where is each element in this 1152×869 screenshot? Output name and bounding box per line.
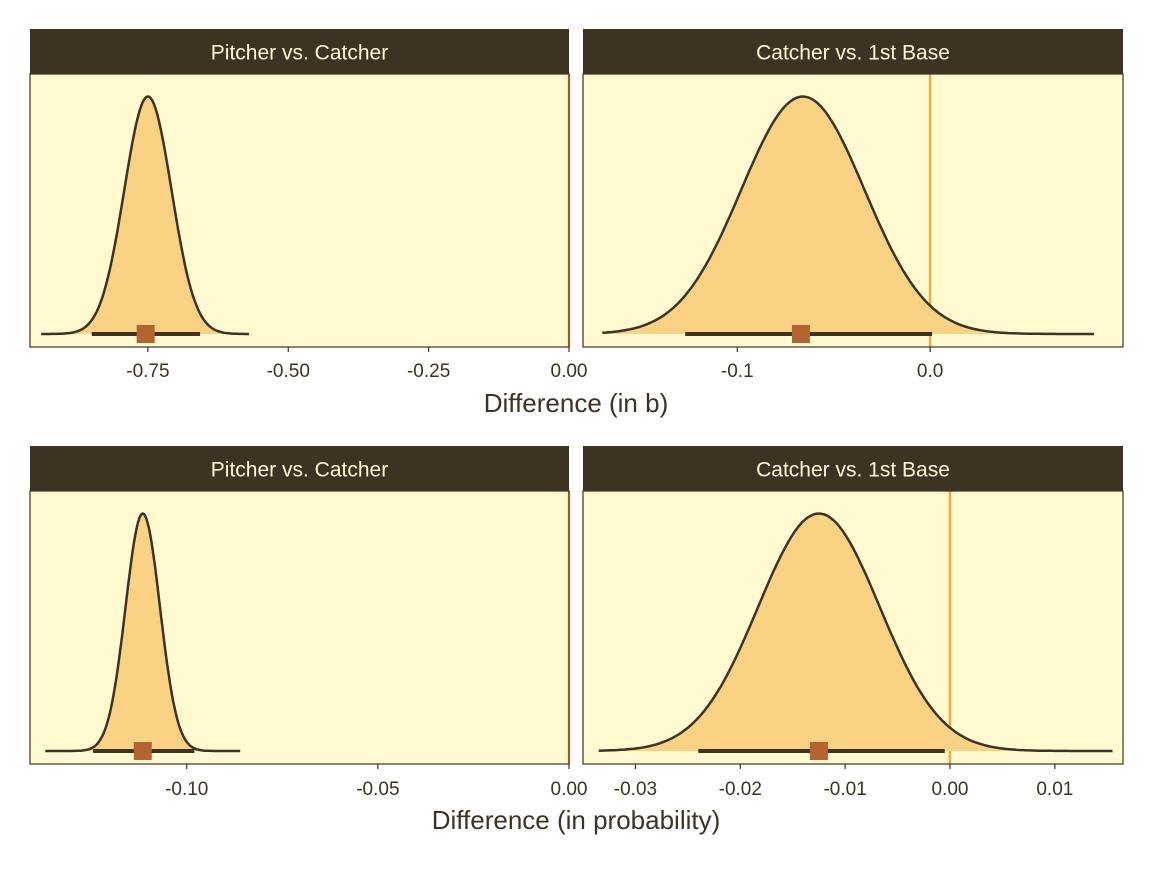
strip-header [30, 29, 569, 74]
x-tick-label: 0.01 [1036, 779, 1073, 800]
strip-title: Pitcher vs. Catcher [211, 459, 388, 482]
x-tick-label: 0.0 [917, 361, 943, 382]
x-tick-label: 0.00 [551, 361, 588, 382]
density-curve [602, 95, 1095, 336]
strip-title: Pitcher vs. Catcher [211, 42, 388, 65]
panel-border [582, 73, 1124, 348]
strip-title: Catcher vs. 1st Base [756, 42, 950, 65]
x-tick-label: -0.10 [165, 779, 208, 800]
strip-header [583, 29, 1123, 74]
density-area [602, 96, 1095, 334]
panel-border [582, 490, 1124, 765]
x-axis-label-bottom: Difference (in probability) [432, 805, 721, 835]
strip-title: Catcher vs. 1st Base [756, 459, 950, 482]
point-estimate [136, 325, 155, 343]
x-axis-label-top: Difference (in b) [484, 388, 669, 418]
x-tick-label: -0.05 [356, 779, 399, 800]
x-tick-label: -0.02 [719, 779, 762, 800]
x-tick-label: -0.1 [721, 361, 754, 382]
x-tick-label: -0.25 [407, 361, 450, 382]
x-tick-label: 0.00 [551, 779, 588, 800]
panel-border [29, 73, 570, 348]
density-curve [45, 512, 241, 753]
point-estimate [809, 742, 828, 760]
strip-header [583, 446, 1123, 491]
density-area [41, 96, 250, 334]
strip-header [30, 446, 569, 491]
panel-border [29, 490, 570, 765]
density-curve [598, 512, 1113, 753]
x-tick-label: -0.75 [126, 361, 169, 382]
x-tick-label: -0.01 [823, 779, 866, 800]
x-tick-label: -0.50 [267, 361, 310, 382]
x-tick-label: -0.03 [614, 779, 657, 800]
density-area [45, 513, 241, 751]
density-curve [41, 95, 249, 336]
x-tick-label: 0.00 [931, 779, 968, 800]
point-estimate [791, 325, 810, 343]
density-area [598, 513, 1113, 751]
point-estimate [133, 742, 152, 760]
